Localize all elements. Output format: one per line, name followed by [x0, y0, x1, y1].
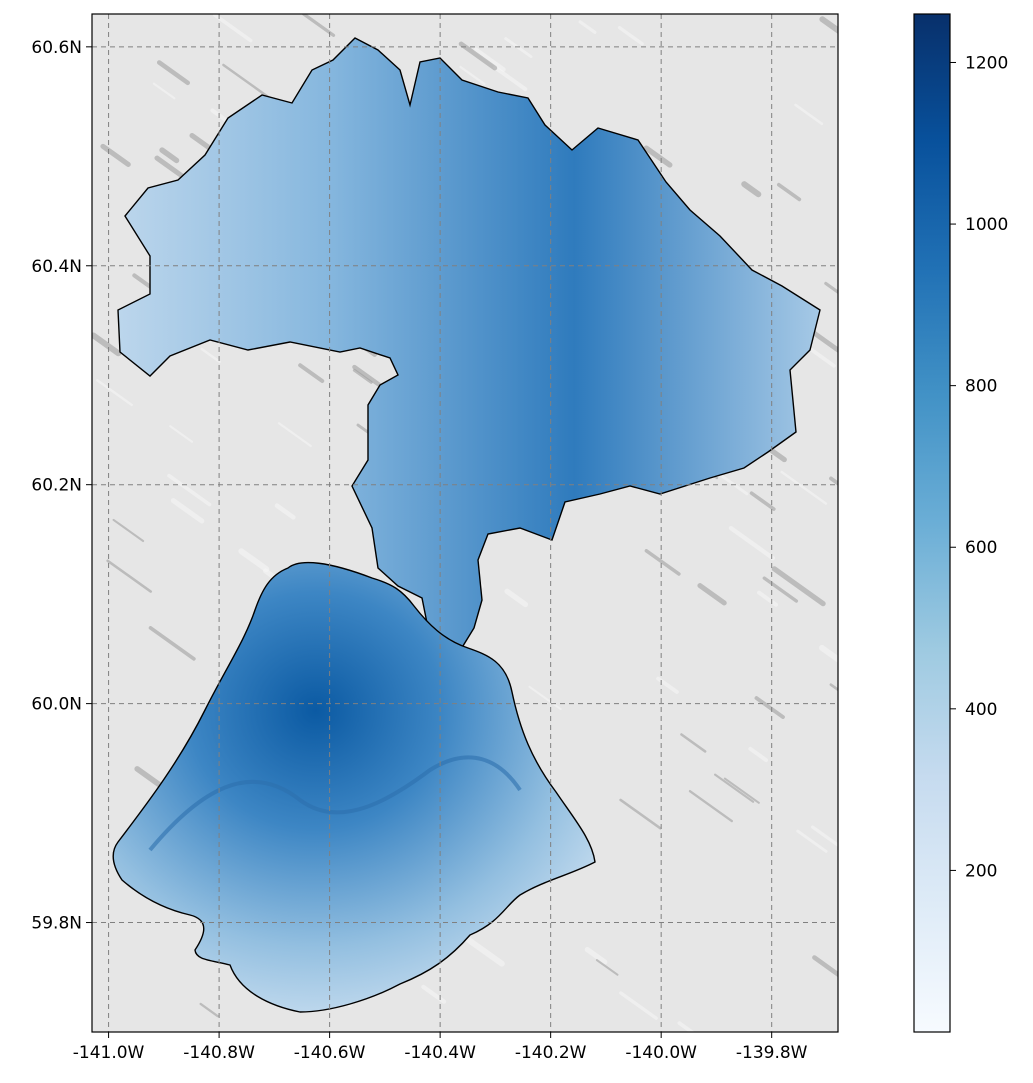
relief-streak — [473, 47, 506, 72]
relief-streak — [595, 959, 619, 976]
colorbar-ticks: 200 400 600 800 1000 1200 — [950, 53, 1008, 881]
relief-streak — [741, 181, 762, 198]
relief-streak — [504, 588, 529, 608]
relief-streak — [749, 491, 776, 511]
relief-streak — [504, 37, 533, 59]
relief-streak — [96, 379, 133, 407]
colorbar: 200 400 600 800 1000 1200 — [913, 13, 1008, 1033]
relief-streak — [584, 946, 608, 965]
relief-streak — [819, 16, 838, 35]
relief-streak — [829, 683, 838, 692]
flow-band — [148, 755, 522, 852]
relief-streak — [824, 281, 838, 295]
relief-streak — [578, 20, 597, 34]
colorbar-gradient — [913, 13, 951, 1033]
relief-streak — [156, 60, 191, 86]
relief-streak — [780, 470, 828, 505]
relief-streak — [715, 471, 749, 496]
relief-streak — [199, 1002, 219, 1018]
relief-streak — [754, 696, 785, 719]
y-tick-label: 60.2N — [31, 476, 82, 496]
relief-streak — [154, 155, 187, 181]
relief-streak — [167, 473, 212, 507]
relief-streak — [100, 143, 131, 167]
relief-streak — [528, 685, 562, 711]
colorbar-tick-label: 600 — [965, 538, 997, 558]
relief-streak — [811, 825, 838, 848]
relief-streak — [222, 63, 272, 100]
relief-streak — [812, 955, 838, 978]
gridlines — [92, 14, 838, 1032]
relief-streak — [152, 82, 176, 100]
relief-streak — [458, 41, 498, 71]
relief-streak — [170, 498, 205, 524]
x-tick-label: -139.8W — [736, 1043, 808, 1063]
relief-streak — [677, 1021, 696, 1032]
y-tick-label: 59.8N — [31, 914, 82, 934]
relief-streak — [714, 773, 755, 803]
colorbar-tick-label: 200 — [965, 861, 997, 881]
relief-streak — [200, 347, 221, 364]
relief-streak — [619, 798, 662, 830]
relief-streak — [148, 626, 196, 661]
lower-glacier-thickness — [112, 561, 596, 1013]
x-tick-label: -141.0W — [73, 1043, 145, 1063]
relief-streak — [212, 14, 253, 43]
y-tick-label: 60.0N — [31, 695, 82, 715]
relief-streak — [277, 422, 312, 448]
map-frame — [91, 13, 839, 1033]
relief-streak — [493, 65, 528, 92]
relief-streak — [461, 933, 505, 967]
relief-streak — [238, 548, 270, 572]
relief-streak — [644, 549, 681, 576]
map-panel: -141.0W -140.8W -140.6W -140.4W -140.2W -140.… — [31, 13, 839, 1063]
relief-streak — [680, 733, 707, 753]
colorbar-tick-label: 1200 — [965, 53, 1008, 73]
x-axis: -141.0W -140.8W -140.6W -140.4W -140.2W -140.… — [73, 1032, 808, 1063]
x-tick-label: -140.4W — [404, 1043, 476, 1063]
relief-streak — [112, 518, 145, 543]
relief-streak — [92, 332, 122, 357]
relief-streak — [643, 145, 673, 168]
relief-streak — [796, 829, 828, 853]
relief-streak — [819, 644, 838, 663]
relief-streak — [352, 368, 373, 384]
x-tick-label: -140.2W — [515, 1043, 587, 1063]
relief-streak — [459, 65, 486, 86]
relief-streak — [794, 103, 824, 126]
relief-streak — [302, 14, 336, 37]
relief-streak — [106, 559, 153, 593]
relief-streak — [619, 991, 658, 1020]
x-tick-label: -140.0W — [625, 1043, 697, 1063]
relief-streak — [776, 182, 802, 202]
colorbar-tick-label: 1000 — [965, 215, 1008, 235]
colorbar-tick-label: 800 — [965, 377, 997, 397]
relief-streak — [757, 590, 778, 607]
relief-streak — [688, 789, 734, 823]
relief-streak — [169, 425, 194, 443]
relief-streak — [834, 26, 838, 32]
relief-streak — [748, 746, 769, 763]
upper-glacier-thickness — [117, 37, 821, 656]
relief-streak — [723, 777, 760, 804]
y-tick-label: 60.4N — [31, 257, 82, 277]
relief-streak — [274, 503, 296, 520]
relief-streak — [771, 566, 826, 607]
relief-streak — [617, 26, 644, 46]
relief-streak — [697, 583, 727, 606]
x-tick-label: -140.6W — [294, 1043, 366, 1063]
y-axis: 60.6N 60.4N 60.2N 60.0N 59.8N — [31, 38, 92, 934]
relief-streak — [762, 576, 799, 603]
relief-streak — [159, 147, 180, 164]
relief-streak — [728, 526, 776, 561]
relief-streak — [298, 363, 325, 384]
colorbar-tick-label: 400 — [965, 700, 997, 720]
x-tick-label: -140.8W — [183, 1043, 255, 1063]
y-tick-label: 60.6N — [31, 38, 82, 58]
